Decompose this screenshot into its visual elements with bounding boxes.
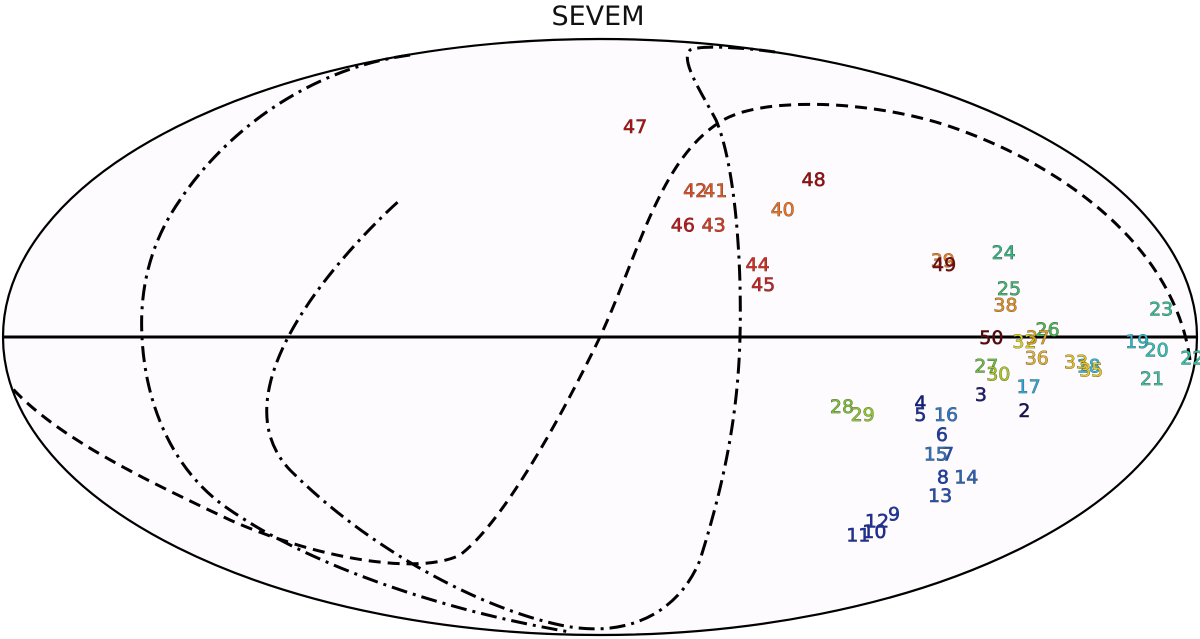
dash-dot-left-curve [140,53,571,634]
source-label-46: 46 [671,214,695,236]
source-label-33: 33 [1064,352,1088,374]
source-label-17: 17 [1017,376,1041,398]
source-label-4: 4 [914,392,926,414]
source-label-48: 48 [802,169,826,191]
source-label-40: 40 [771,199,795,221]
source-label-3: 3 [975,384,987,406]
source-label-22: 22 [1180,347,1200,369]
source-label-42: 42 [683,180,707,202]
source-label-28: 28 [830,396,854,418]
source-label-15: 15 [924,444,948,466]
source-label-18: 18 [1077,356,1101,378]
source-label-11: 11 [846,525,870,547]
source-label-13: 13 [928,485,952,507]
source-label-14: 14 [954,467,978,489]
source-label-38: 38 [993,294,1017,316]
source-label-8: 8 [937,467,949,489]
source-label-32: 32 [1012,331,1036,353]
source-label-37: 37 [1026,327,1050,349]
source-label-41: 41 [703,180,727,202]
source-label-25: 25 [997,278,1021,300]
source-label-29: 29 [851,404,875,426]
source-label-45: 45 [751,274,775,296]
source-label-5: 5 [914,404,926,426]
source-label-23: 23 [1149,298,1173,320]
source-label-9: 9 [888,503,900,525]
source-label-26: 26 [1036,319,1060,341]
source-label-50: 50 [979,327,1003,349]
map-title: SEVEM [551,1,644,32]
source-label-19: 19 [1125,331,1149,353]
source-label-20: 20 [1145,339,1169,361]
source-label-16: 16 [934,404,958,426]
source-label-7: 7 [942,444,954,466]
source-label-47: 47 [623,116,647,138]
source-label-27: 27 [974,356,998,378]
source-label-10: 10 [862,521,886,543]
dash-dot-middle-curve [265,45,776,631]
source-label-6: 6 [936,424,948,446]
source-label-24: 24 [992,242,1016,264]
source-label-43: 43 [702,214,726,236]
source-label-36: 36 [1025,347,1049,369]
source-label-39: 39 [931,250,955,272]
source-label-49: 49 [932,254,956,276]
dashed-boundary-curve [10,102,1192,566]
source-label-12: 12 [865,511,889,533]
source-label-2: 2 [1018,400,1030,422]
source-label-44: 44 [746,254,770,276]
source-labels: 2345678910111213141516171819202122232425… [623,116,1200,547]
source-label-35: 35 [1079,360,1103,382]
source-label-21: 21 [1140,368,1164,390]
source-label-30: 30 [986,364,1010,386]
